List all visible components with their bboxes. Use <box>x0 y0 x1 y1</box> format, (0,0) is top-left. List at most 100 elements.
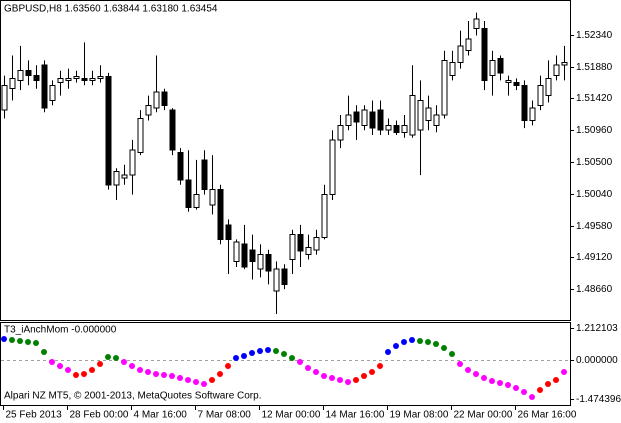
y-tick-label: 1.51420 <box>576 93 613 104</box>
candle-body <box>113 171 120 186</box>
indicator-dot <box>345 378 351 385</box>
candle-body <box>225 224 232 240</box>
indicator-dot <box>553 376 559 383</box>
chart-title: GBPUSD,H8 1.63560 1.63844 1.63180 1.6345… <box>4 4 218 15</box>
candle-body <box>105 75 112 186</box>
candle-body <box>529 107 536 122</box>
candle-body <box>193 193 200 209</box>
candle-body <box>177 151 184 181</box>
indicator-dot <box>409 336 415 343</box>
candle-body <box>305 247 312 256</box>
indicator-dot <box>49 358 55 365</box>
x-tick-label: 25 Feb 2013 <box>6 410 63 421</box>
indicator-dot <box>321 372 327 379</box>
indicator-dot <box>25 338 31 345</box>
indicator-dot <box>265 346 271 353</box>
candle-body <box>129 149 136 176</box>
candle-body <box>161 91 168 106</box>
y-tick-label: 1.50960 <box>576 125 613 136</box>
candle-body <box>25 70 32 77</box>
indicator-dot <box>33 339 39 346</box>
indicator-dot <box>193 378 199 385</box>
candle-body <box>369 111 376 129</box>
indicator-dot <box>473 370 479 377</box>
candle-body <box>145 104 152 116</box>
candle-body <box>281 268 288 285</box>
indicator-dot <box>65 366 71 373</box>
indicator-dot <box>249 349 255 356</box>
candle-body <box>265 254 272 272</box>
indicator-dot <box>241 352 247 359</box>
indicator-dot <box>137 366 143 373</box>
candle-body <box>417 99 424 131</box>
candle-body <box>505 79 512 83</box>
indicator-dot <box>233 354 239 361</box>
y-tick-label: 1.50040 <box>576 189 613 200</box>
indicator-dot <box>41 348 47 355</box>
candle-body <box>337 124 344 141</box>
indicator-dot <box>497 380 503 387</box>
y-tick-label: 1.51880 <box>576 62 613 73</box>
indicator-dot <box>513 384 519 391</box>
y-tick-label: -1.474396 <box>576 394 621 405</box>
candle-body <box>57 77 64 83</box>
indicator-dot <box>353 376 359 383</box>
indicator-dot <box>89 366 95 373</box>
indicator-dot <box>369 368 375 375</box>
candle-body <box>297 234 304 252</box>
indicator-dot <box>121 358 127 365</box>
candle-body <box>473 18 480 30</box>
y-tick-label: 1.52340 <box>576 30 613 41</box>
indicator-dot <box>401 338 407 345</box>
indicator-dot <box>537 386 543 393</box>
candle-body <box>209 189 216 206</box>
indicator-dot <box>153 370 159 377</box>
indicator-dot <box>161 371 167 378</box>
indicator-dot <box>97 360 103 367</box>
x-tick-label: 26 Mar 16:00 <box>518 410 577 421</box>
candle-body <box>73 75 80 79</box>
indicator-dot <box>361 372 367 379</box>
indicator-dot <box>521 389 527 396</box>
candle-body <box>377 109 384 131</box>
indicator-dot <box>385 348 391 355</box>
indicator-dot <box>1 335 7 342</box>
x-tick-label: 12 Mar 00:00 <box>262 410 321 421</box>
x-tick-label: 28 Feb 00:00 <box>70 410 129 421</box>
indicator-dot <box>457 360 463 367</box>
candle-body <box>537 84 544 106</box>
candle-body <box>273 268 280 292</box>
candle-body <box>257 254 264 270</box>
indicator-dot <box>529 393 535 400</box>
candle-body <box>433 114 440 126</box>
candle-body <box>425 107 432 122</box>
candle-body <box>65 77 72 81</box>
y-tick-label: 1.50500 <box>576 157 613 168</box>
candle-body <box>361 109 368 126</box>
marks: 1.52340 1.51880 1.51420 1.50960 1.50500 1.500… <box>1 12 621 421</box>
indicator-dot <box>113 354 119 361</box>
indicator-dot <box>9 336 15 343</box>
indicator-dot <box>313 368 319 375</box>
candle-body <box>89 77 96 81</box>
y-tick-label: 1.49580 <box>576 221 613 232</box>
indicator-dot <box>305 364 311 371</box>
candle-body <box>457 45 464 63</box>
candle-body <box>513 81 520 86</box>
indicator-dot <box>561 368 567 375</box>
indicator-dot <box>441 344 447 351</box>
candle-body <box>553 64 560 77</box>
indicator-dot <box>105 353 111 360</box>
indicator-dot <box>225 362 231 369</box>
candle-body <box>241 243 248 268</box>
candle-body <box>441 59 448 116</box>
indicator-title: T3_iAnchMom -0.000000 <box>4 325 117 336</box>
candle-body <box>185 179 192 209</box>
candle-body <box>97 75 104 79</box>
main-frame <box>0 0 571 321</box>
indicator-dot <box>177 374 183 381</box>
indicator-dot <box>185 376 191 383</box>
indicator-dot <box>201 381 207 388</box>
y-tick-label: 1.49120 <box>576 252 613 263</box>
